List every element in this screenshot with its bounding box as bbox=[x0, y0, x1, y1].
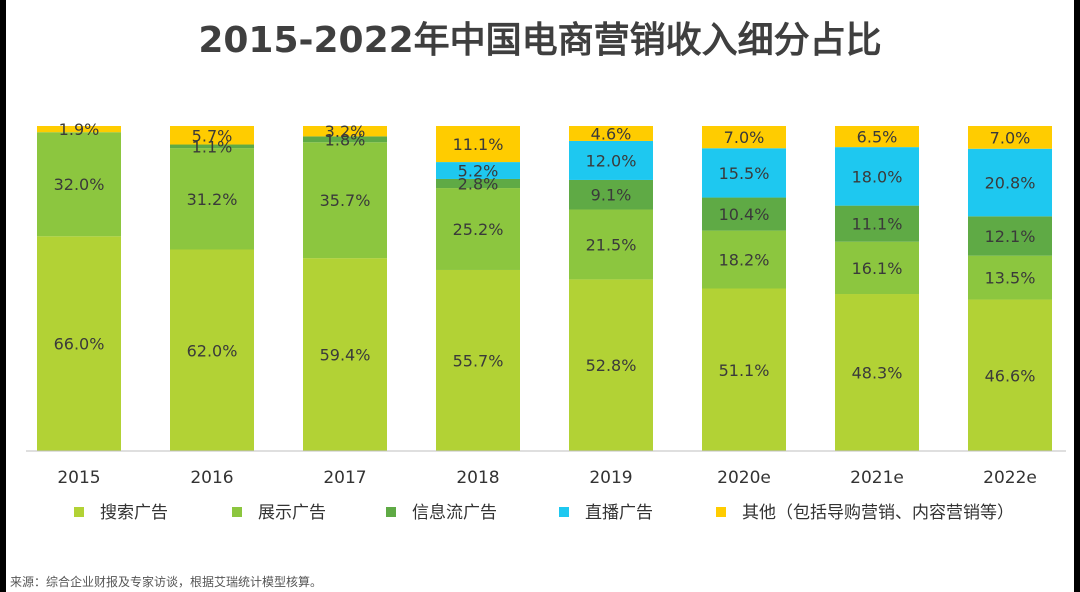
chart-title: 2015-2022年中国电商营销收入细分占比 bbox=[198, 20, 881, 61]
bar-segment-2017-s0 bbox=[303, 258, 387, 451]
bar-segment-2020e-s4 bbox=[702, 126, 786, 149]
legend-swatch-s1 bbox=[232, 507, 242, 517]
data-label-2022e-s4: 7.0% bbox=[990, 128, 1031, 147]
data-label-2019-s2: 9.1% bbox=[591, 186, 632, 205]
bar-segment-2021e-s3 bbox=[835, 147, 919, 206]
data-label-2016-s1: 31.2% bbox=[187, 190, 238, 209]
legend-label-s0: 搜索广告 bbox=[100, 503, 168, 523]
bar-segment-2020e-s0 bbox=[702, 288, 786, 451]
data-label-2018-s4: 11.1% bbox=[453, 135, 504, 154]
bar-segment-2020e-s1 bbox=[702, 230, 786, 289]
data-label-2017-s0: 59.4% bbox=[320, 346, 371, 365]
data-label-2019-s4: 4.6% bbox=[591, 124, 632, 143]
bar-segment-2021e-s0 bbox=[835, 294, 919, 451]
legend-label-s4: 其他（包括导购营销、内容营销等） bbox=[742, 503, 1014, 523]
legend-label-s1: 展示广告 bbox=[258, 503, 326, 523]
segment-labels-group: 66.0% 32.0% 1.9% 62.0% 31.2% 1.1%5.7% 59.4% 35.… bbox=[54, 120, 1036, 385]
bar-segment-2017-s2 bbox=[303, 136, 387, 143]
bar-segment-2019-s3 bbox=[569, 140, 653, 180]
data-label-2016-s4: 5.7% bbox=[192, 126, 233, 145]
data-label-2018-s2: 2.8% bbox=[458, 175, 499, 194]
stacked-bar-chart: 2015-2022年中国电商营销收入细分占比 66.0% 32.0% 1.9% 62.… bbox=[10, 20, 1066, 589]
bar-segment-2016-s0 bbox=[170, 249, 254, 451]
data-label-2022e-s2: 12.1% bbox=[985, 227, 1036, 246]
data-label-2015-s0: 66.0% bbox=[54, 335, 105, 354]
bar-segment-2022e-s3 bbox=[968, 148, 1052, 217]
bar-segment-2015-s1 bbox=[37, 132, 121, 237]
x-tick-label-2015: 2015 bbox=[57, 468, 100, 488]
bar-segment-2016-s2 bbox=[170, 144, 254, 149]
bar-segment-2021e-s2 bbox=[835, 205, 919, 242]
bar-segment-2020e-s3 bbox=[702, 148, 786, 198]
x-tick-label-2021e: 2021e bbox=[850, 468, 904, 488]
data-label-2018-s1: 25.2% bbox=[453, 220, 504, 239]
data-label-2022e-s3: 20.8% bbox=[985, 174, 1036, 193]
bar-segment-2022e-s1 bbox=[968, 255, 1052, 300]
x-tick-label-2016: 2016 bbox=[190, 468, 233, 488]
source-note: 来源：综合企业财报及专家访谈，根据艾瑞统计模型核算。 bbox=[10, 574, 322, 589]
legend: 搜索广告 展示广告 信息流广告 直播广告 其他（包括导购营销、内容营销等） bbox=[74, 503, 1014, 523]
x-tick-label-2019: 2019 bbox=[589, 468, 632, 488]
bar-segment-2017-s1 bbox=[303, 142, 387, 259]
bar-segment-2016-s1 bbox=[170, 148, 254, 250]
data-label-2021e-s1: 16.1% bbox=[852, 259, 903, 278]
x-tick-label-2017: 2017 bbox=[323, 468, 366, 488]
data-label-2018-s0: 55.7% bbox=[453, 351, 504, 370]
bar-segment-2019-s0 bbox=[569, 279, 653, 451]
data-label-2018-s3: 5.2% bbox=[458, 162, 499, 181]
chart-panel: 2015-2022年中国电商营销收入细分占比 66.0% 32.0% 1.9% 62.… bbox=[6, 0, 1074, 592]
data-label-2021e-s2: 11.1% bbox=[852, 215, 903, 234]
bar-segment-2015-s0 bbox=[37, 236, 121, 451]
legend-swatch-s0 bbox=[74, 507, 84, 517]
bar-segment-2015-s4 bbox=[37, 126, 121, 133]
data-label-2017-s2: 1.8% bbox=[325, 130, 366, 149]
legend-swatch-s2 bbox=[386, 507, 396, 517]
data-label-2016-s0: 62.0% bbox=[187, 341, 238, 360]
x-tick-labels-group: 2015 2016 2017 2018 2019 2020e 2021e 2022e bbox=[57, 468, 1037, 488]
data-label-2015-s4: 1.9% bbox=[59, 120, 100, 139]
data-label-2020e-s4: 7.0% bbox=[724, 128, 765, 147]
bar-segment-2018-s1 bbox=[436, 188, 520, 270]
data-label-2017-s4: 3.2% bbox=[325, 122, 366, 141]
data-label-2020e-s2: 10.4% bbox=[719, 205, 770, 224]
data-label-2015-s1: 32.0% bbox=[54, 175, 105, 194]
data-label-2017-s1: 35.7% bbox=[320, 191, 371, 210]
bar-segment-2019-s2 bbox=[569, 179, 653, 210]
bar-segment-2021e-s1 bbox=[835, 241, 919, 295]
x-tick-label-2020e: 2020e bbox=[717, 468, 771, 488]
bar-segment-2021e-s4 bbox=[835, 126, 919, 148]
bar-segment-2017-s4 bbox=[303, 126, 387, 137]
data-label-2021e-s3: 18.0% bbox=[852, 167, 903, 186]
data-label-2020e-s3: 15.5% bbox=[719, 164, 770, 183]
legend-label-s2: 信息流广告 bbox=[412, 503, 497, 523]
data-label-2021e-s0: 48.3% bbox=[852, 364, 903, 383]
bar-segment-2022e-s2 bbox=[968, 216, 1052, 256]
bar-segment-2018-s2 bbox=[436, 178, 520, 189]
legend-swatch-s4 bbox=[716, 507, 726, 517]
x-tick-label-2018: 2018 bbox=[456, 468, 499, 488]
data-label-2020e-s0: 51.1% bbox=[719, 361, 770, 380]
bars-group bbox=[37, 126, 1052, 451]
data-label-2019-s3: 12.0% bbox=[586, 151, 637, 170]
bar-segment-2019-s1 bbox=[569, 209, 653, 280]
legend-label-s3: 直播广告 bbox=[585, 503, 653, 523]
bar-segment-2020e-s2 bbox=[702, 197, 786, 231]
x-tick-label-2022e: 2022e bbox=[983, 468, 1037, 488]
bar-segment-2016-s4 bbox=[170, 126, 254, 145]
data-label-2022e-s0: 46.6% bbox=[985, 366, 1036, 385]
data-label-2019-s0: 52.8% bbox=[586, 356, 637, 375]
data-label-2020e-s1: 18.2% bbox=[719, 251, 770, 270]
legend-swatch-s3 bbox=[559, 507, 569, 517]
bar-segment-2022e-s0 bbox=[968, 299, 1052, 451]
bar-segment-2018-s4 bbox=[436, 126, 520, 163]
data-label-2022e-s1: 13.5% bbox=[985, 269, 1036, 288]
data-label-2019-s1: 21.5% bbox=[586, 235, 637, 254]
bar-segment-2019-s4 bbox=[569, 126, 653, 141]
bar-segment-2018-s3 bbox=[436, 162, 520, 179]
data-label-2016-s2: 1.1% bbox=[192, 137, 233, 156]
bar-segment-2018-s0 bbox=[436, 269, 520, 451]
bar-segment-2022e-s4 bbox=[968, 126, 1052, 149]
data-label-2021e-s4: 6.5% bbox=[857, 128, 898, 147]
